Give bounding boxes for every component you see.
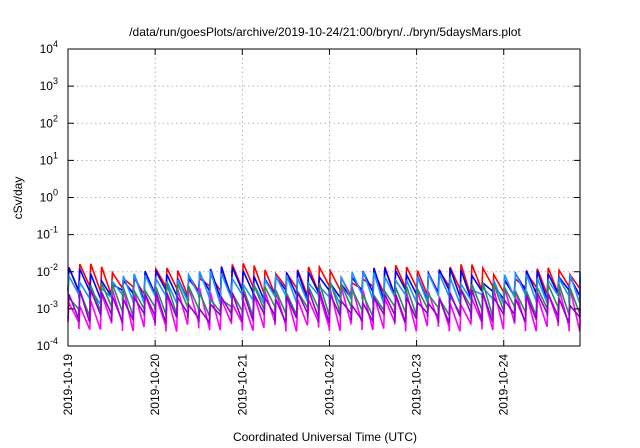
- y-tick-label: 101: [40, 150, 58, 167]
- y-tick-label: 10-2: [37, 262, 58, 279]
- y-axis-label: cSv/day: [11, 177, 25, 220]
- y-tick-label: 10-3: [37, 299, 58, 316]
- y-tick-label: 10-4: [37, 336, 58, 353]
- series-line-6: [67, 289, 581, 325]
- x-axis-label: Coordinated Universal Time (UTC): [233, 430, 417, 444]
- x-tick-label: 2019-10-23: [410, 354, 424, 416]
- y-axis: 10-4 10-3 10-2 10-1 100 101 102 103 104: [37, 39, 580, 353]
- series-line-4: [67, 286, 581, 332]
- x-axis: 2019-10-19 2019-10-20 2019-10-21 2019-10-22…: [61, 49, 511, 415]
- x-tick-label: 2019-10-24: [497, 354, 511, 416]
- y-tick-label: 10-1: [37, 225, 58, 242]
- y-tick-label: 102: [40, 113, 58, 130]
- y-tick-label: 103: [40, 76, 58, 93]
- y-tick-label: 100: [40, 188, 58, 205]
- x-tick-label: 2019-10-22: [322, 354, 336, 416]
- y-tick-label: 104: [40, 39, 58, 56]
- series-group: [67, 263, 581, 332]
- x-tick-label: 2019-10-21: [235, 354, 249, 416]
- chart-title: /data/run/goesPlots/archive/2019-10-24/2…: [129, 25, 521, 39]
- x-tick-label: 2019-10-20: [148, 354, 162, 416]
- x-tick-label: 2019-10-19: [61, 354, 75, 416]
